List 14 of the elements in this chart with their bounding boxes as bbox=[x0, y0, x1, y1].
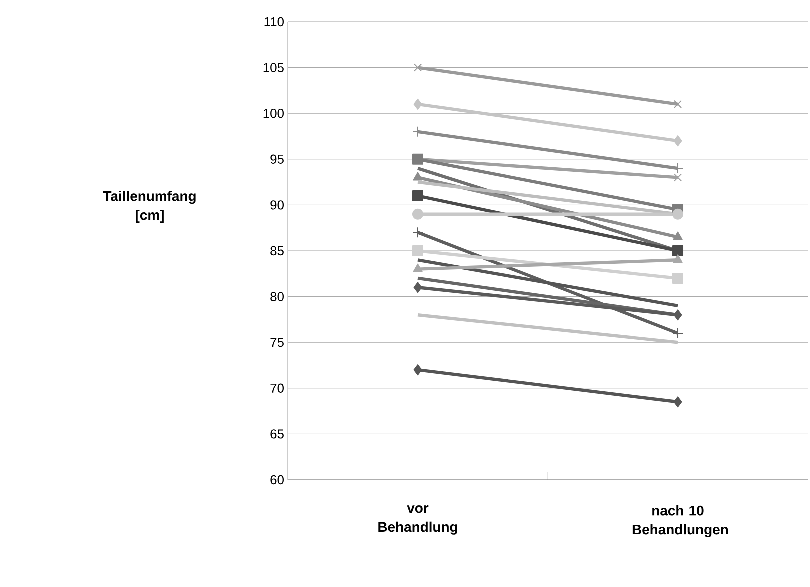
y-tick-label: 100 bbox=[264, 109, 284, 118]
y-tick-label: 110 bbox=[264, 17, 284, 27]
y-tick-label: 90 bbox=[270, 200, 284, 210]
y-tick-label: 95 bbox=[270, 154, 284, 164]
y-tick-label: 85 bbox=[270, 246, 284, 256]
y-tick-label: 65 bbox=[270, 430, 284, 439]
y-tick-label: 60 bbox=[270, 475, 284, 485]
y-axis-title: Taillenumfang [cm] bbox=[103, 191, 196, 223]
y-tick-label: 70 bbox=[270, 384, 284, 393]
x-tick-label: vor Behandlung bbox=[378, 506, 458, 535]
y-tick-label: 80 bbox=[270, 292, 284, 302]
y-tick-label: 75 bbox=[270, 338, 284, 348]
x-tick-label: nach 10 Behandlungen bbox=[632, 506, 728, 538]
y-tick-label: 105 bbox=[264, 63, 284, 72]
